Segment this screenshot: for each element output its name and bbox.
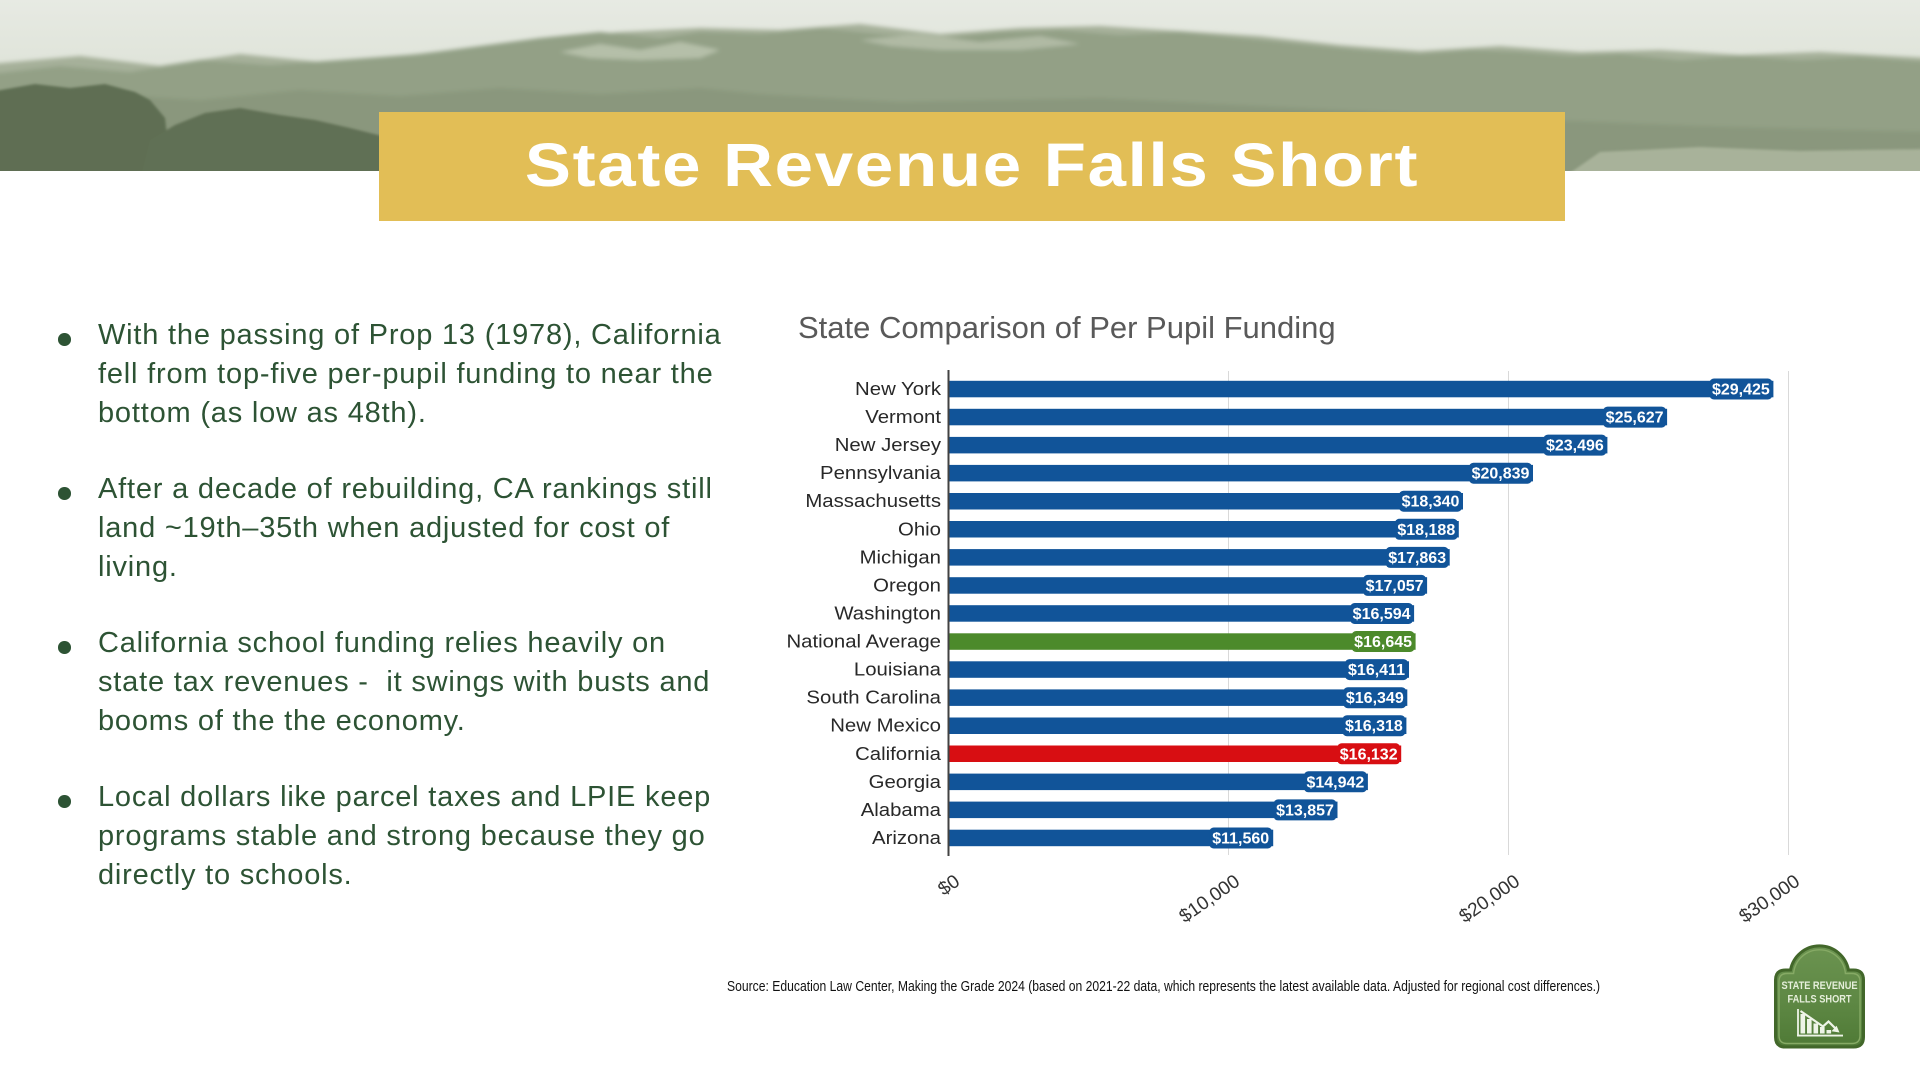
svg-text:Michigan: Michigan — [860, 547, 941, 568]
svg-text:$17,057: $17,057 — [1366, 578, 1424, 595]
svg-text:$18,340: $18,340 — [1402, 494, 1460, 511]
svg-text:$16,318: $16,318 — [1345, 718, 1403, 735]
svg-text:$14,942: $14,942 — [1306, 774, 1364, 791]
svg-text:$13,857: $13,857 — [1276, 802, 1334, 819]
svg-text:$18,188: $18,188 — [1397, 522, 1455, 539]
svg-text:$29,425: $29,425 — [1712, 382, 1770, 399]
svg-text:State Comparison of Per Pupil: State Comparison of Per Pupil Funding — [798, 310, 1336, 345]
svg-text:FALLS SHORT: FALLS SHORT — [1787, 994, 1852, 1006]
svg-text:California: California — [855, 744, 941, 765]
svg-text:Washington: Washington — [834, 603, 941, 624]
svg-text:Oregon: Oregon — [873, 575, 941, 596]
svg-text:$25,627: $25,627 — [1606, 410, 1664, 427]
svg-text:South Carolina: South Carolina — [806, 688, 941, 709]
svg-text:$17,863: $17,863 — [1388, 550, 1446, 567]
svg-text:Alabama: Alabama — [861, 800, 941, 821]
svg-text:Georgia: Georgia — [869, 772, 942, 793]
svg-text:$20,000: $20,000 — [1456, 871, 1524, 928]
svg-text:$30,000: $30,000 — [1736, 871, 1804, 928]
svg-text:New Mexico: New Mexico — [830, 716, 941, 737]
svg-text:Massachusetts: Massachusetts — [805, 491, 941, 512]
svg-text:$16,645: $16,645 — [1354, 634, 1412, 651]
svg-text:$0: $0 — [935, 871, 964, 900]
svg-text:$10,000: $10,000 — [1176, 871, 1244, 928]
svg-text:$16,594: $16,594 — [1353, 606, 1411, 623]
svg-text:$16,132: $16,132 — [1340, 746, 1398, 763]
svg-text:$23,496: $23,496 — [1546, 438, 1604, 455]
svg-text:Arizona: Arizona — [872, 828, 941, 849]
svg-text:Vermont: Vermont — [865, 407, 941, 428]
svg-text:$20,839: $20,839 — [1472, 466, 1530, 483]
svg-text:Pennsylvania: Pennsylvania — [820, 463, 941, 484]
svg-text:$16,349: $16,349 — [1346, 690, 1404, 707]
svg-text:New York: New York — [855, 379, 941, 400]
svg-text:Ohio: Ohio — [898, 519, 941, 540]
svg-text:$11,560: $11,560 — [1212, 831, 1269, 848]
svg-text:$16,411: $16,411 — [1348, 662, 1405, 679]
svg-text:New Jersey: New Jersey — [835, 435, 942, 456]
svg-text:STATE REVENUE: STATE REVENUE — [1781, 980, 1857, 992]
svg-text:National Average: National Average — [786, 631, 941, 652]
svg-text:Louisiana: Louisiana — [854, 659, 941, 680]
